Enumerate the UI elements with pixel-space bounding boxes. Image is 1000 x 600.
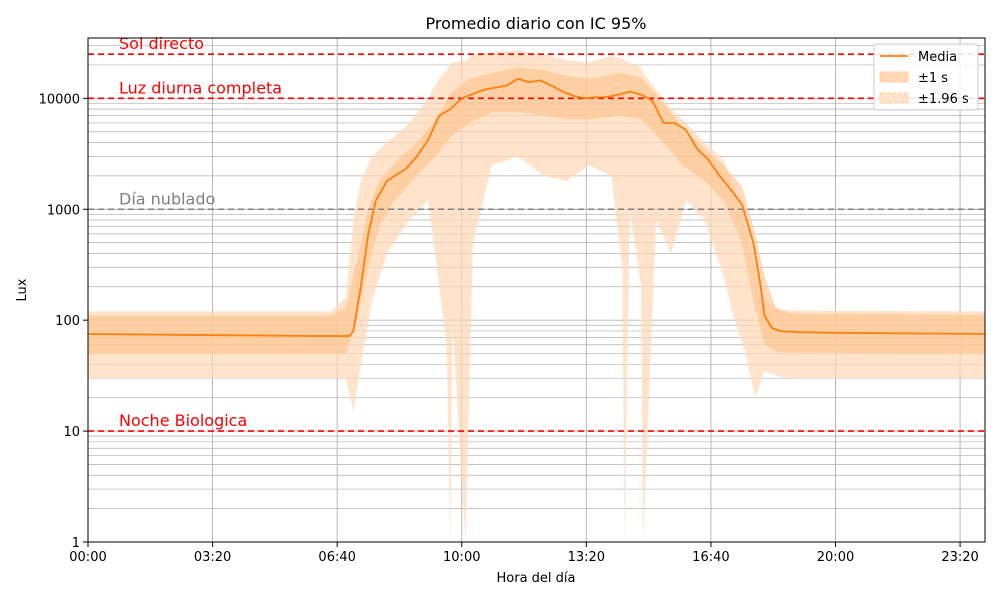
x-tick-label: 16:40 [692,550,729,565]
x-tick-label: 00:00 [69,550,106,565]
band-1-sd [88,67,985,354]
mean-line-layer [87,77,986,337]
legend: Media ±1 s ±1.96 s [873,43,979,111]
y-tick-label: 10 [63,425,80,440]
x-tick-label: 23:20 [941,550,978,565]
reference-line-label: Noche Biologica [119,411,247,430]
y-tick-label: 10000 [39,92,80,107]
axes-layer: 00:00 03:20 06:40 10:00 13:20 16:40 20:00 23:20… [39,37,986,565]
x-tick-label: 10:00 [443,550,480,565]
y-tick-label: 100 [55,314,80,329]
mean-line [87,77,986,337]
reference-line-label: Luz diurna completa [119,78,282,97]
confidence-bands-layer [88,50,985,542]
x-tick-label: 13:20 [568,550,605,565]
reference-line-label: Sol directo [119,34,204,53]
y-tick-label: 1000 [47,203,80,218]
x-tick-label: 03:20 [194,550,231,565]
legend-label: ±1 s [918,71,948,86]
plot-frame [87,37,986,543]
x-tick-label: 20:00 [817,550,854,565]
band-1-96-sd [88,50,985,542]
legend-swatch-1-sd [879,71,909,83]
legend-label: ±1.96 s [918,92,969,107]
reference-lines-layer: Sol directo Luz diurna completa Día nublad… [88,34,985,432]
legend-swatch-1-96-sd [879,92,909,104]
x-tick-label: 06:40 [318,550,355,565]
y-tick-label: 1 [72,536,80,551]
reference-line-label: Día nublado [119,189,215,208]
x-axis-label: Hora del día [497,571,576,586]
chart-title: Promedio diario con IC 95% [426,14,647,33]
legend-label: Media [918,50,957,65]
y-axis-label: Lux [15,278,30,301]
